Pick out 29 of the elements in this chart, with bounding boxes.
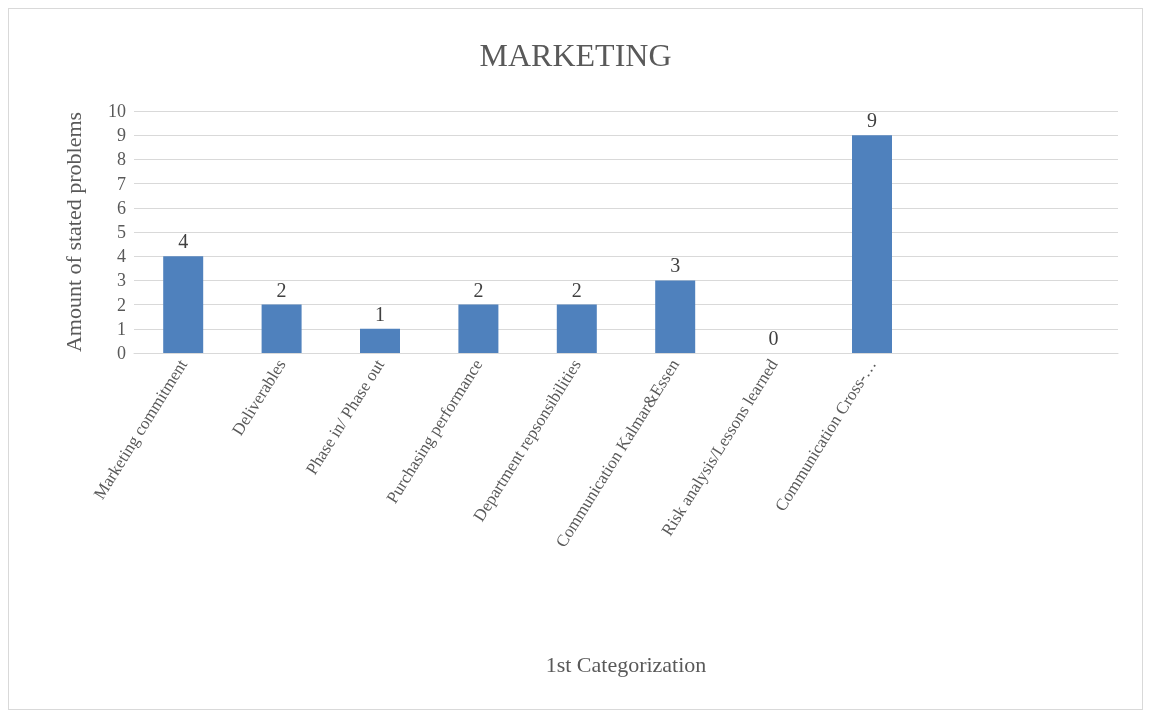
y-tick-label: 6 — [117, 197, 126, 218]
bar — [458, 304, 499, 353]
y-tick-label: 9 — [117, 125, 126, 146]
y-tick-label: 5 — [117, 222, 126, 242]
y-tick-label: 4 — [117, 246, 126, 267]
y-tick-label: 2 — [117, 294, 126, 315]
data-label: 9 — [867, 109, 877, 132]
y-tick-label: 1 — [117, 318, 126, 339]
y-tick-label: 10 — [108, 101, 126, 121]
x-axis-title: 1st Categorization — [545, 651, 707, 677]
bar — [556, 304, 597, 353]
data-label: 4 — [178, 230, 189, 253]
y-tick-label: 7 — [117, 173, 126, 194]
data-label: 2 — [276, 278, 287, 301]
y-tick-label: 8 — [117, 149, 126, 170]
bar — [655, 280, 696, 353]
chart-title: MARKETING — [479, 37, 672, 73]
data-label: 2 — [571, 278, 582, 301]
y-tick-label: 0 — [117, 343, 126, 363]
bar — [163, 256, 204, 353]
data-label: 3 — [670, 254, 681, 277]
y-tick-label: 3 — [117, 270, 126, 291]
bar — [261, 304, 302, 353]
y-axis-title: Amount of stated problems — [60, 111, 86, 353]
bar — [852, 135, 892, 353]
bar — [360, 328, 400, 353]
data-label: 0 — [768, 327, 779, 349]
data-label: 1 — [375, 302, 385, 325]
data-label: 2 — [473, 278, 484, 301]
